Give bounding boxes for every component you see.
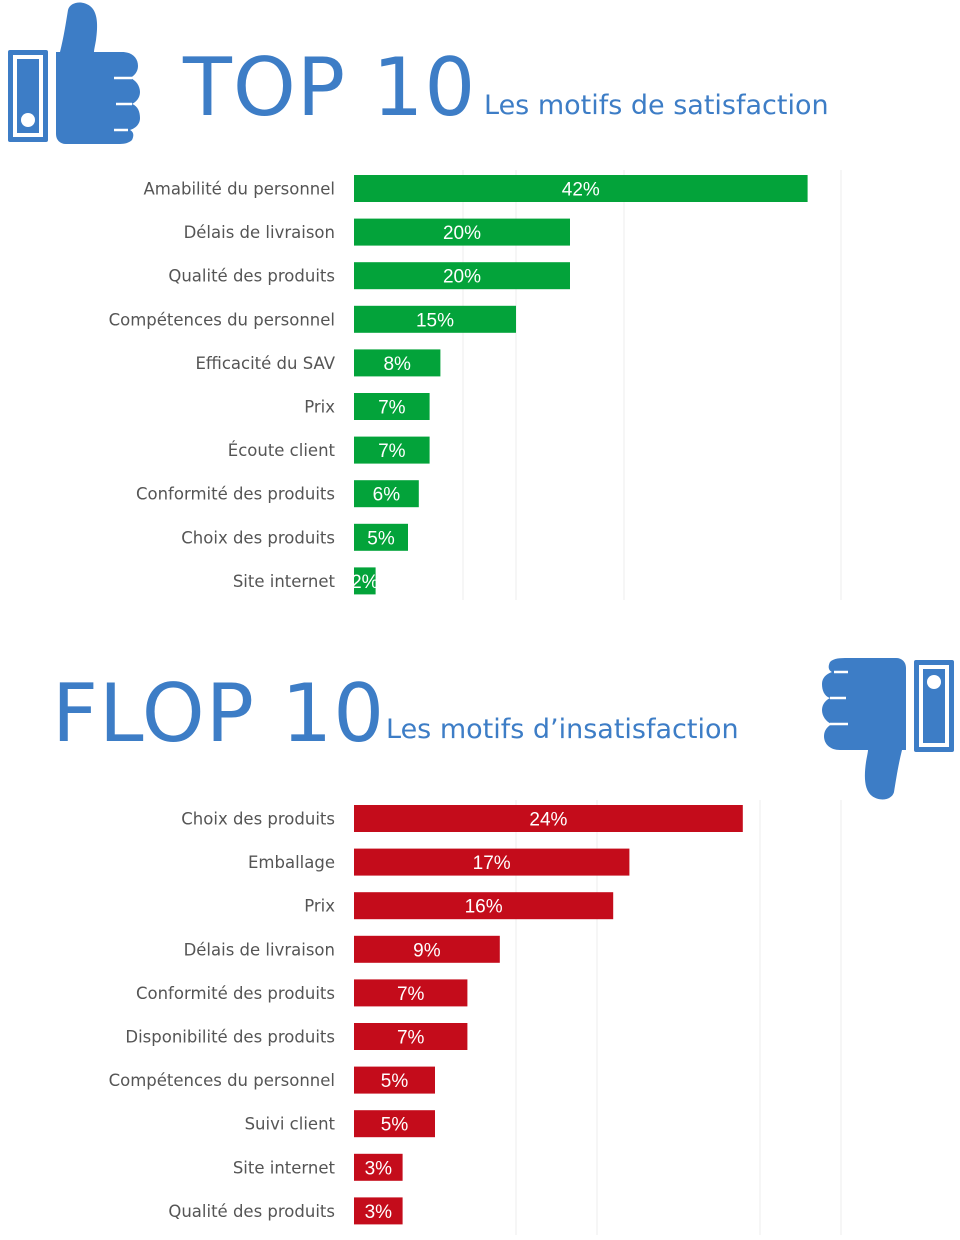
top-bar <box>354 305 516 333</box>
top-value-label: 42% <box>562 180 600 201</box>
flop-value-label: 24% <box>529 810 567 831</box>
top-category-label: Compétences du personnel <box>109 310 335 329</box>
top-bar-chart: Amabilité du personnel 42% Délais de livra… <box>109 170 842 600</box>
top-bar <box>354 349 441 377</box>
top-category-label: Amabilité du personnel <box>144 180 336 199</box>
thumbs-up-icon <box>8 2 140 144</box>
flop-bar <box>354 1023 468 1050</box>
flop-section: FLOP 10 Les motifs d’insatisfaction Choi… <box>0 630 960 1235</box>
flop-value-label: 5% <box>381 1071 409 1092</box>
top-value-label: 15% <box>416 310 454 331</box>
top-value-label: 20% <box>443 267 481 288</box>
top-bar <box>354 262 570 290</box>
flop-category-label: Compétences du personnel <box>109 1071 335 1090</box>
flop-category-label: Prix <box>304 897 335 916</box>
top-bar <box>354 218 570 246</box>
top-bar <box>354 175 808 202</box>
top-subtitle: Les motifs de satisfaction <box>484 90 829 121</box>
top-title: TOP 10 <box>183 41 477 134</box>
top-value-label: 6% <box>373 485 401 506</box>
top-section: TOP 10 Les motifs de satisfaction Amabil… <box>0 0 960 610</box>
top-bar <box>354 480 419 508</box>
thumbs-down-icon <box>822 658 954 800</box>
flop-category-label: Suivi client <box>245 1115 336 1134</box>
flop-category-label: Disponibilité des produits <box>125 1028 335 1047</box>
flop-category-label: Conformité des produits <box>136 984 335 1003</box>
flop-bar <box>354 805 743 832</box>
flop-value-label: 7% <box>397 1028 425 1049</box>
flop-title: FLOP 10 <box>52 667 386 760</box>
flop-bar <box>354 1197 403 1225</box>
top-value-label: 2% <box>351 572 379 593</box>
top-bar <box>354 393 430 420</box>
top-category-label: Conformité des produits <box>136 485 335 504</box>
top-category-label: Écoute client <box>228 441 336 460</box>
top-category-label: Délais de livraison <box>184 223 335 242</box>
top-bar <box>354 436 430 464</box>
top-value-label: 7% <box>378 441 406 462</box>
top-bar <box>354 523 408 551</box>
top-category-label: Efficacité du SAV <box>195 354 335 373</box>
top-bar <box>354 567 376 595</box>
flop-bar <box>354 1153 403 1181</box>
flop-value-label: 3% <box>365 1202 393 1223</box>
flop-bar <box>354 848 630 876</box>
top-category-label: Qualité des produits <box>168 267 335 286</box>
flop-bar <box>354 1110 435 1138</box>
flop-value-label: 5% <box>381 1115 409 1136</box>
flop-bar <box>354 892 614 920</box>
top-category-label: Prix <box>304 398 335 417</box>
flop-bar <box>354 935 500 963</box>
flop-value-label: 17% <box>473 853 511 874</box>
flop-bar-chart: Choix des produits 24% Emballage 17% Prix 16%… <box>109 800 842 1235</box>
flop-subtitle: Les motifs d’insatisfaction <box>386 714 739 745</box>
top-category-label: Choix des produits <box>181 528 335 547</box>
flop-value-label: 3% <box>365 1158 393 1179</box>
flop-value-label: 7% <box>397 984 425 1005</box>
flop-value-label: 9% <box>413 940 441 961</box>
top-value-label: 20% <box>443 223 481 244</box>
flop-bar <box>354 979 468 1007</box>
top-category-label: Site internet <box>233 572 336 591</box>
flop-category-label: Délais de livraison <box>184 940 335 959</box>
flop-category-label: Choix des produits <box>181 810 335 829</box>
top-value-label: 5% <box>367 528 395 549</box>
flop-bar <box>354 1066 435 1094</box>
flop-category-label: Qualité des produits <box>168 1202 335 1221</box>
flop-category-label: Site internet <box>233 1158 336 1177</box>
top-value-label: 8% <box>383 354 411 375</box>
flop-category-label: Emballage <box>248 853 335 872</box>
flop-value-label: 16% <box>465 897 503 918</box>
top-value-label: 7% <box>378 398 406 419</box>
